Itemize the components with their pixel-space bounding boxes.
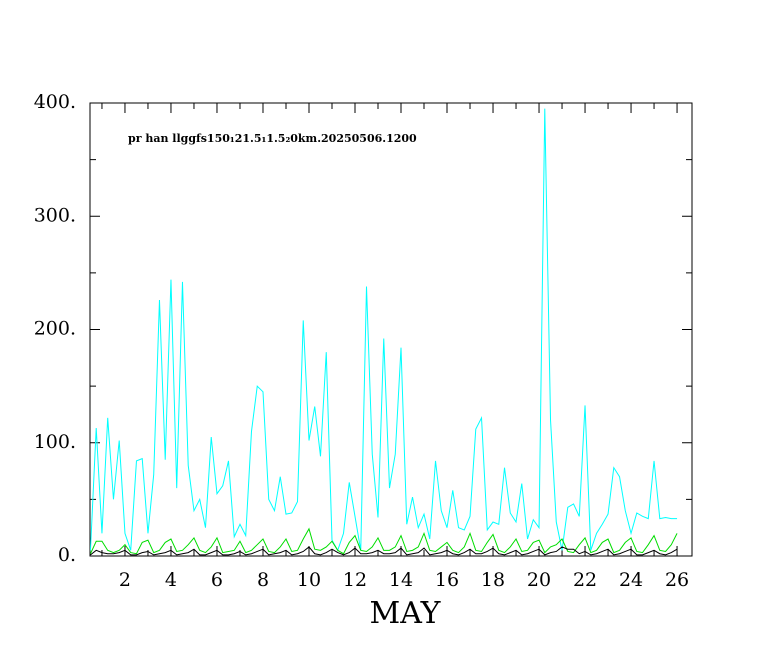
x-tick-label: 2 [119,569,131,591]
y-tick-label: 300. [34,204,76,226]
x-tick-label: 16 [435,569,459,591]
x-tick-label: 4 [165,569,177,591]
x-tick-label: 14 [389,569,413,591]
x-tick-label: 6 [211,569,223,591]
series-line [90,546,678,556]
y-tick-label: 400. [34,91,76,113]
x-tick-label: 12 [343,569,367,591]
x-tick-label: 10 [297,569,321,591]
x-tick-label: 20 [527,569,551,591]
series-line [89,108,678,552]
y-tick-label: 0. [58,544,76,566]
x-tick-label: 24 [619,569,643,591]
y-tick-label: 200. [34,318,76,340]
series-line [90,527,678,555]
x-tick-label: 26 [665,569,689,591]
x-tick-label: 8 [257,569,269,591]
x-axis-label: MAY [370,596,442,631]
x-tick-label: 22 [573,569,597,591]
x-tick-label: 18 [481,569,505,591]
y-tick-label: 100. [34,431,76,453]
annotation: pr han llggfs150₁21.5₁1.5₂0km.20250506.1… [128,132,417,145]
